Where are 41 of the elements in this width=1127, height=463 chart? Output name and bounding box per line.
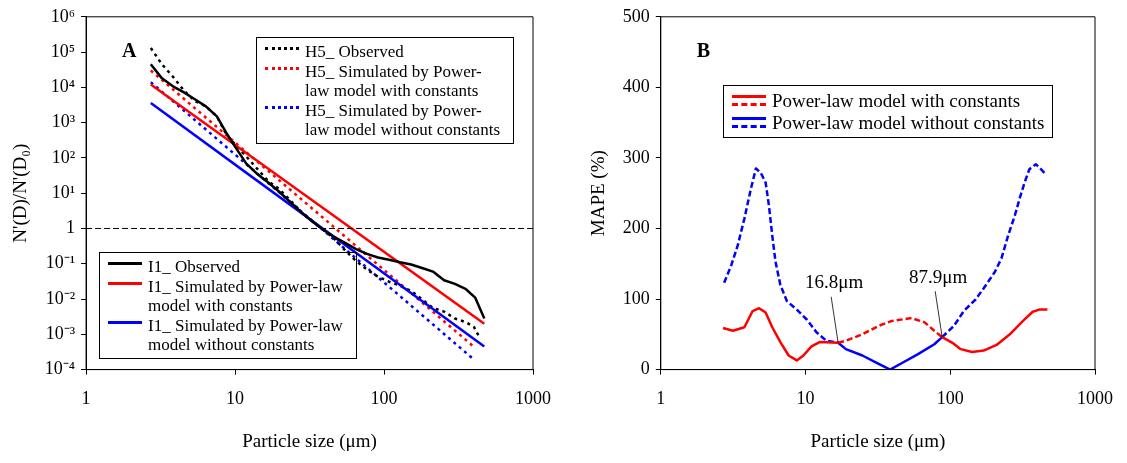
y-tick-label: 100: [622, 287, 650, 308]
y-tick-label: 10⁶: [50, 5, 76, 26]
legend-label: I1_ Simulated by Power-law model with constants: [148, 276, 344, 315]
y-tick-label: 10⁵: [50, 40, 76, 61]
x-tick-label: 100: [936, 388, 964, 409]
y-tick-label: 10³: [51, 111, 76, 132]
x-tick-label: 1: [656, 388, 666, 409]
y-tick-label: 10⁴: [50, 76, 76, 97]
y-tick-label: 1: [66, 217, 76, 238]
x-tick-label: 10: [226, 388, 245, 409]
x-tick-label: 100: [370, 388, 398, 409]
x-axis-title: Particle size (μm): [242, 429, 377, 452]
y-tick-label: 500: [622, 5, 650, 26]
y-tick-label: 10⁻³: [45, 323, 76, 344]
y-tick-label: 300: [622, 146, 650, 167]
y-tick-label: 400: [622, 76, 650, 97]
x-tick-label: 1000: [1077, 388, 1113, 409]
y-tick-label: 10⁻¹: [45, 252, 76, 273]
legend-label: H5_ Observed: [305, 41, 404, 61]
y-tick-label: 10²: [51, 146, 76, 167]
x-axis-title: Particle size (μm): [810, 429, 946, 452]
legend-label: I1_ Observed: [148, 256, 241, 276]
legend-label: I1_ Simulated by Power-law model without constants: [148, 315, 344, 354]
legend-label: H5_ Simulated by Power-law model with constants: [305, 61, 483, 100]
y-axis-title: N'(D)/N'(D₀): [9, 143, 32, 243]
y-axis-title: MAPE (%): [587, 150, 610, 237]
legend-label: H5_ Simulated by Power-law model without constants: [305, 100, 501, 139]
legend-label: Power-law model with constants: [771, 89, 1021, 112]
y-tick-label: 200: [622, 217, 650, 238]
x-tick-label: 10: [796, 388, 815, 409]
y-tick-label: 10⁻⁴: [44, 358, 76, 379]
annotation: 16.8μm: [805, 271, 864, 293]
text: B: [696, 38, 711, 61]
x-tick-label: 1: [81, 388, 91, 409]
legend-label: Power-law model without constants: [771, 112, 1045, 134]
text: A: [122, 38, 138, 61]
y-tick-label: 0: [640, 358, 650, 379]
y-tick-label: 10¹: [51, 181, 76, 202]
y-tick-label: 10⁻²: [45, 287, 76, 308]
annotation: 87.9μm: [909, 265, 968, 287]
x-tick-label: 1000: [515, 388, 551, 409]
